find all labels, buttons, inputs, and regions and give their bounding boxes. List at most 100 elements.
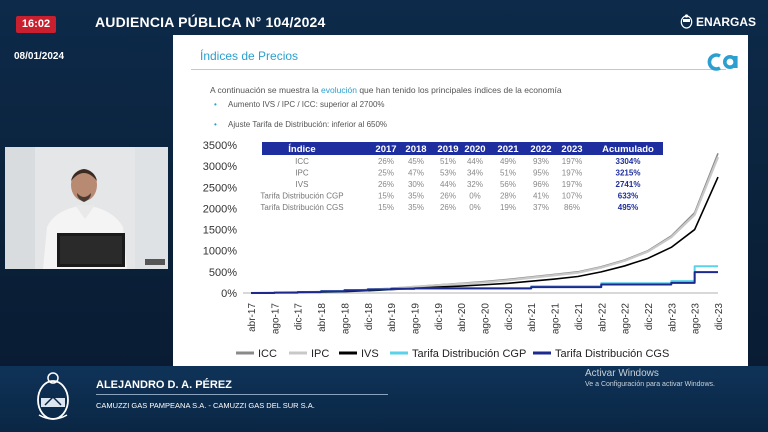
x-tick-label: abr-23 — [667, 303, 678, 332]
series-line — [251, 271, 718, 294]
table-cell: 35% — [408, 192, 424, 201]
y-tick-label: 1000% — [203, 246, 237, 258]
table-cell: 51% — [440, 157, 456, 166]
table-cell: 0% — [469, 192, 481, 201]
table-row-label: IPC — [295, 169, 309, 178]
national-seal-icon — [37, 372, 69, 420]
table-cell: 35% — [408, 203, 424, 212]
table-header-cell: 2021 — [497, 144, 519, 155]
speaker-divider — [96, 394, 388, 395]
windows-activation-title: Activar Windows — [585, 368, 659, 379]
x-tick-label: dic-23 — [714, 303, 725, 331]
price-index-chart: 0% 500% 1000% 1500% 2000% 2500% 3000% 3500% abr-… — [203, 140, 725, 360]
table-cell: 96% — [533, 180, 549, 189]
table-cell: 0% — [469, 203, 481, 212]
camuzzi-logo-icon — [707, 53, 738, 71]
enargas-logo: ENARGAS — [680, 14, 756, 29]
table-cell: 197% — [562, 180, 582, 189]
table-cell: 25% — [378, 169, 394, 178]
table-row-label: ICC — [295, 157, 309, 166]
table-row-label: Tarifa Distribución CGP — [260, 192, 343, 201]
table-header-bg — [262, 142, 663, 155]
table-header-cell: Índice — [288, 144, 315, 155]
table-cell: 49% — [500, 157, 516, 166]
table-cell-accumulated: 495% — [618, 203, 638, 212]
x-tick-label: abr-22 — [597, 303, 608, 332]
table-header-cell: Acumulado — [602, 144, 654, 155]
presentation-slide: Índices de Precios A continuación se mue… — [173, 35, 748, 368]
x-tick-label: dic-22 — [644, 303, 655, 331]
x-tick-label: ago-22 — [621, 303, 632, 335]
table-header-cell: 2019 — [437, 144, 458, 155]
table-cell: 26% — [440, 192, 456, 201]
x-tick-label: abr-19 — [387, 303, 398, 332]
x-tick-label: ago-17 — [270, 303, 281, 335]
table-cell: 34% — [467, 169, 483, 178]
broadcast-title: AUDIENCIA PÚBLICA N° 104/2024 — [95, 14, 326, 30]
series-line — [250, 156, 720, 295]
legend-label: Tarifa Distribución CGP — [412, 348, 526, 360]
slide-title: Índices de Precios — [200, 49, 299, 63]
bullet-item: Ajuste Tarifa de Distribución: inferior … — [214, 120, 387, 129]
x-tick-label: dic-17 — [294, 303, 305, 331]
table-cell: 26% — [440, 203, 456, 212]
table-cell: 30% — [408, 180, 424, 189]
table-cell: 26% — [378, 180, 394, 189]
bullet-item: Aumento IVS / IPC / ICC: superior al 270… — [214, 100, 384, 109]
table-cell: 15% — [378, 192, 394, 201]
speaker-company: CAMUZZI GAS PAMPEANA S.A. - CAMUZZI GAS … — [96, 401, 315, 410]
series-line — [250, 152, 719, 294]
clock-badge: 16:02 — [16, 16, 56, 33]
intro-text: A continuación se muestra la — [210, 85, 322, 95]
table-cell: 19% — [500, 203, 516, 212]
table-cell-accumulated: 633% — [618, 192, 638, 201]
y-tick-label: 2500% — [203, 182, 237, 194]
brand-name: ENARGAS — [695, 14, 756, 29]
table-header-cell: 2020 — [464, 144, 485, 155]
x-tick-label: abr-20 — [457, 303, 468, 332]
table-header-cell: 2023 — [561, 144, 582, 155]
broadcast-date: 08/01/2024 — [14, 51, 65, 62]
legend-label: Tarifa Distribución CGS — [555, 348, 669, 360]
legend-label: IVS — [361, 348, 379, 360]
table-cell: 41% — [533, 192, 549, 201]
speaker-webcam — [5, 147, 168, 269]
table-cell: 197% — [562, 157, 582, 166]
x-tick-label: dic-18 — [364, 303, 375, 331]
table-cell-accumulated: 2741% — [616, 180, 641, 189]
x-tick-label: ago-19 — [410, 303, 421, 335]
y-tick-label: 500% — [209, 267, 237, 279]
x-tick-label: abr-17 — [247, 303, 258, 332]
y-tick-label: 0% — [221, 288, 237, 300]
argentina-seal-icon — [680, 14, 693, 29]
table-cell: 107% — [562, 192, 582, 201]
table-cell: 93% — [533, 157, 549, 166]
table-header-cell: 2022 — [530, 144, 551, 155]
table-cell-accumulated: 3304% — [616, 157, 641, 166]
table-cell: 44% — [440, 180, 456, 189]
table-cell: 44% — [467, 157, 483, 166]
x-tick-label: ago-20 — [481, 303, 492, 335]
x-tick-label: ago-23 — [691, 303, 702, 335]
intro-text: de la economía — [501, 85, 562, 95]
legend-label: IPC — [311, 348, 329, 360]
x-tick-label: dic-21 — [574, 303, 585, 331]
table-header-cell: 2018 — [405, 144, 426, 155]
intro-highlight: evolución — [321, 85, 357, 95]
y-tick-label: 3500% — [203, 140, 237, 152]
table-cell: 53% — [440, 169, 456, 178]
table-cell: 37% — [533, 203, 549, 212]
lower-third-bar — [0, 366, 768, 432]
intro-emphasis: principales índices — [431, 85, 502, 95]
table-cell: 28% — [500, 192, 516, 201]
table-cell: 197% — [562, 169, 582, 178]
y-tick-label: 1500% — [203, 225, 237, 237]
y-tick-label: 2000% — [203, 203, 237, 215]
legend-label: ICC — [258, 348, 277, 360]
x-tick-label: abr-21 — [527, 303, 538, 332]
table-cell: 56% — [500, 180, 516, 189]
table-cell: 26% — [378, 157, 394, 166]
intro-text: que han tenido los — [356, 85, 432, 95]
table-row-label: Tarifa Distribución CGS — [260, 203, 343, 212]
table-cell: 95% — [533, 169, 549, 178]
